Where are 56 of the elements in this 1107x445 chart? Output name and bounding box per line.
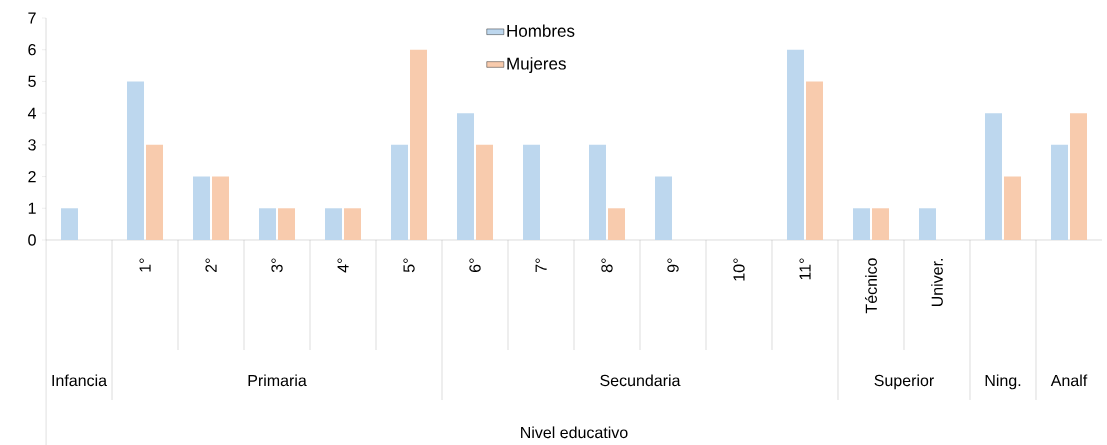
y-tick-label: 3 <box>28 139 36 151</box>
y-tick-label: 1 <box>28 202 36 214</box>
bar <box>146 144 164 240</box>
x-tick-label: 7° <box>535 258 547 272</box>
bar <box>787 49 804 240</box>
bar <box>259 208 277 240</box>
x-tick-label: 3° <box>271 258 283 273</box>
bar <box>410 49 428 240</box>
x-tick-label: 6° <box>469 258 481 272</box>
x-tick-label: 5° <box>403 258 415 273</box>
bar <box>655 176 672 240</box>
x-tick-label: 9° <box>667 258 679 273</box>
x-tick-label: 10° <box>733 258 745 281</box>
x-tick-label: 4° <box>337 258 349 273</box>
bar <box>391 144 409 240</box>
bar <box>193 176 211 240</box>
bar <box>984 113 1002 240</box>
text: Nivel educativo <box>521 426 628 439</box>
y-tick-label: 4 <box>27 107 37 119</box>
y-tick-label: 5 <box>28 75 36 87</box>
legend-label: Hombres <box>507 24 575 37</box>
bar <box>325 208 343 240</box>
y-tick-label: 2 <box>28 170 36 183</box>
bar <box>61 208 79 240</box>
text: Superior <box>874 374 934 390</box>
x-tick-label: 11° <box>799 258 811 280</box>
y-tick-label: 0 <box>28 234 36 246</box>
bar <box>1003 176 1021 240</box>
bar <box>806 81 823 240</box>
text: Ning. <box>985 374 1021 390</box>
bar <box>523 144 541 240</box>
x-tick-label: Univer. <box>931 259 943 307</box>
x-tick-label: Técnico <box>865 258 877 314</box>
x-tick-label: 1° <box>139 258 151 272</box>
y-tick-label: 6 <box>28 44 36 56</box>
legend-label: Mujeres <box>507 57 566 73</box>
bar <box>457 113 475 240</box>
text: Primaria <box>248 374 307 387</box>
bar <box>212 176 230 240</box>
x-tick-label: 8° <box>601 258 613 273</box>
text: Infancia <box>52 374 108 387</box>
bar <box>1069 113 1087 240</box>
bar <box>344 208 362 240</box>
bar <box>919 208 936 240</box>
bar <box>589 144 606 240</box>
text: Analf <box>1050 374 1088 387</box>
bar <box>1050 144 1068 240</box>
text: Secundaria <box>600 374 681 387</box>
bar <box>127 81 145 240</box>
x-tick-label: 2° <box>205 258 217 273</box>
bar <box>853 208 870 240</box>
bar <box>872 208 889 240</box>
bar <box>278 208 296 240</box>
bar <box>476 144 494 240</box>
bar <box>608 208 625 240</box>
y-tick-label: 7 <box>28 12 36 24</box>
